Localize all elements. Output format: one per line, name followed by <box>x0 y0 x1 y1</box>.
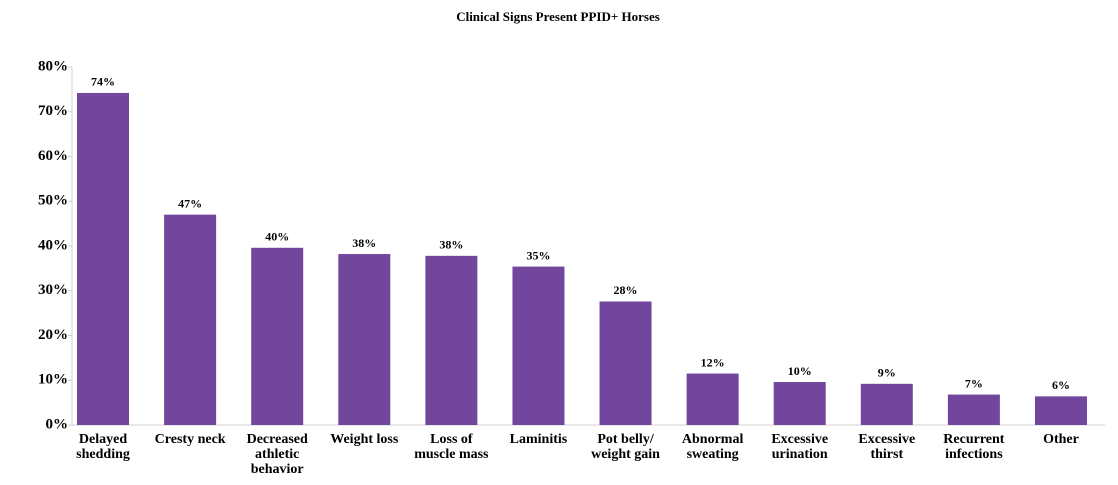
data-label: 12% <box>701 355 725 369</box>
x-tick-label: Other <box>1043 432 1079 447</box>
x-tick-label: Recurrent infections <box>943 432 1005 462</box>
x-tick-label: Excessive urination <box>771 432 829 462</box>
y-tick-label: 40% <box>38 237 68 253</box>
y-tick-label: 50% <box>38 193 68 209</box>
data-label: 9% <box>878 366 896 380</box>
data-label: 38% <box>352 236 376 250</box>
x-tick-label: Laminitis <box>509 432 568 447</box>
x-tick-label: Pot belly/ weight gain <box>591 432 660 462</box>
x-tick-label: Weight loss <box>330 432 399 447</box>
data-label: 74% <box>91 75 115 89</box>
x-tick-label: Cresty neck <box>154 432 226 447</box>
data-label: 47% <box>178 196 202 210</box>
bar <box>1034 396 1087 425</box>
bar <box>425 255 478 425</box>
bar <box>947 394 1000 425</box>
chart-title: Clinical Signs Present PPID+ Horses <box>456 9 660 24</box>
x-tick-label: Delayed shedding <box>76 432 130 462</box>
data-label: 6% <box>1052 378 1070 392</box>
y-tick-label: 0% <box>46 416 69 432</box>
y-tick-label: 80% <box>38 58 68 74</box>
bar <box>686 373 739 425</box>
bar <box>773 382 826 425</box>
y-tick-label: 70% <box>38 103 68 119</box>
bar <box>77 92 130 425</box>
data-label: 35% <box>526 248 550 262</box>
bar <box>251 247 304 425</box>
data-label: 40% <box>265 230 289 244</box>
bar <box>860 383 913 425</box>
data-label: 28% <box>614 283 638 297</box>
y-tick-label: 30% <box>38 282 68 298</box>
data-label: 38% <box>439 238 463 252</box>
x-tick-label: Decreased athletic behavior <box>246 432 308 477</box>
data-label: 7% <box>965 376 983 390</box>
y-tick-label: 10% <box>38 372 68 388</box>
bar <box>599 301 652 425</box>
bar <box>512 266 565 425</box>
bar <box>164 214 217 425</box>
y-tick-label: 20% <box>38 327 68 343</box>
bar <box>338 254 391 425</box>
y-tick-label: 60% <box>38 148 68 164</box>
x-tick-label: Abnormal sweating <box>681 432 744 462</box>
x-tick-label: Loss of muscle mass <box>414 432 489 462</box>
data-label: 10% <box>788 364 812 378</box>
x-tick-label: Excessive thirst <box>858 432 916 462</box>
